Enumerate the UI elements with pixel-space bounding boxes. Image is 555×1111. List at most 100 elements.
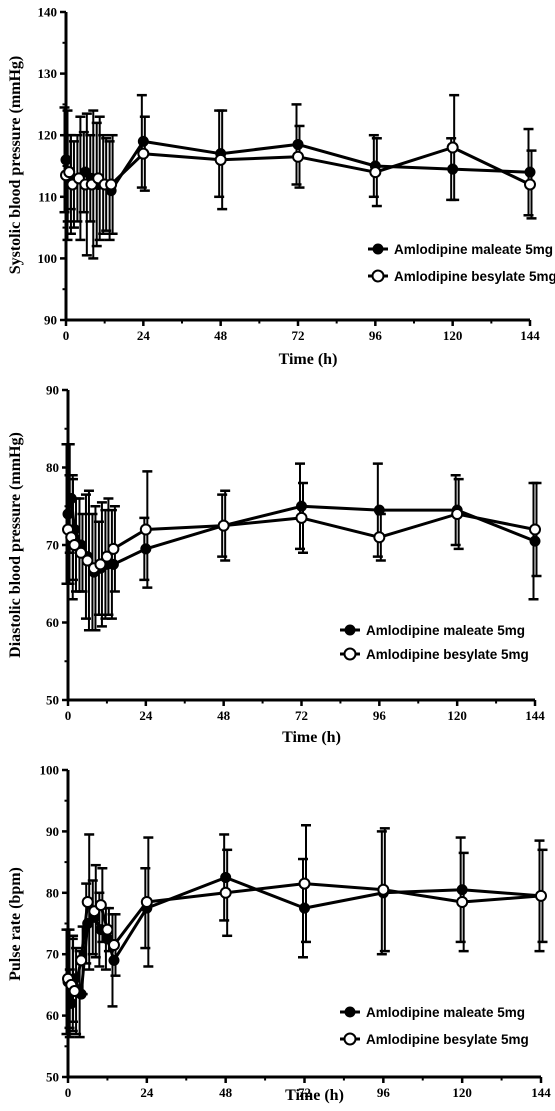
x-tick-label: 72 [298, 1085, 311, 1100]
x-tick-label: 0 [65, 1085, 72, 1100]
data-point-filled [62, 508, 74, 520]
data-point-open [373, 531, 386, 544]
x-tick-label: 72 [295, 708, 308, 723]
data-point-filled [137, 135, 149, 147]
series-besylate [62, 470, 542, 632]
data-point-filled [524, 166, 536, 178]
x-tick-label: 24 [137, 328, 151, 343]
data-point-open [219, 886, 232, 899]
data-point-open [292, 150, 304, 163]
data-point-open [100, 550, 113, 563]
y-axis-title: Systolic blood pressure (mmHg) [7, 56, 24, 275]
x-tick-label: 48 [217, 708, 231, 723]
data-point-open [524, 178, 536, 191]
y-tick-label: 140 [38, 5, 58, 20]
legend-marker-open [371, 269, 385, 283]
y-tick-label: 110 [38, 189, 57, 204]
series-maleate [59, 93, 536, 248]
data-point-open [369, 166, 382, 179]
data-point-open [68, 539, 81, 551]
x-tick-label: 96 [369, 328, 383, 343]
data-point-filled [60, 154, 72, 166]
data-point-open [529, 523, 541, 536]
y-tick-label: 90 [46, 824, 59, 839]
x-tick-label: 72 [292, 328, 305, 343]
data-point-open [446, 141, 459, 154]
series-besylate [60, 93, 537, 260]
data-point-open [139, 523, 152, 536]
chart-panel-1: 90 100 110 120 130 140 0 24 48 72 96 120 144 Time (h)… [7, 5, 555, 369]
data-point-open [94, 899, 107, 912]
x-axis-title: Time (h) [282, 729, 341, 746]
data-point-open [217, 519, 230, 532]
x-tick-label: 0 [63, 328, 70, 343]
data-point-filled [65, 997, 77, 1009]
legend-label: Amlodipine maleate 5mg [366, 623, 525, 638]
x-tick-label: 24 [140, 1085, 154, 1100]
data-point-open [63, 166, 76, 179]
y-tick-label: 70 [46, 947, 59, 962]
series-line [66, 882, 542, 993]
data-point-open [101, 923, 114, 936]
y-tick-label: 50 [46, 693, 59, 708]
data-point-filled [292, 138, 304, 150]
x-tick-label: 144 [531, 1085, 551, 1100]
x-tick-label: 0 [65, 708, 72, 723]
series-line [66, 876, 542, 1005]
y-tick-label: 60 [46, 615, 59, 630]
chart-panel-3: 50 60 70 80 90 100 0 24 48 72 96 120 144 Time (h) Puls… [7, 763, 551, 1105]
chart-panel-2: 50 60 70 80 90 0 24 48 72 96 120 144 Time (h) Diastol… [7, 383, 545, 747]
x-tick-label: 144 [525, 708, 545, 723]
data-point-open [214, 153, 227, 166]
x-axis-title: Time (h) [285, 1087, 344, 1104]
y-tick-label: 70 [46, 538, 59, 553]
data-point-filled [299, 902, 310, 914]
legend-marker-open [343, 1032, 357, 1046]
data-point-open [451, 508, 464, 520]
x-tick-label: 48 [214, 328, 228, 343]
data-point-open [107, 542, 120, 555]
data-point-open [456, 896, 469, 909]
data-point-open [298, 877, 311, 890]
legend-marker-filled [372, 243, 384, 255]
data-point-open [74, 546, 87, 559]
x-tick-label: 120 [443, 328, 463, 343]
x-axis-title: Time (h) [279, 351, 338, 368]
x-tick-label: 48 [219, 1085, 233, 1100]
data-point-open [107, 938, 120, 951]
x-tick-label: 24 [139, 708, 153, 723]
data-point-open [81, 896, 94, 909]
data-point-open [105, 178, 118, 191]
legend: Amlodipine maleate 5mg Amlodipine besylat… [368, 242, 555, 284]
data-point-filled [447, 163, 459, 175]
y-tick-label: 130 [38, 66, 58, 81]
y-tick-label: 80 [46, 460, 59, 475]
y-tick-label: 120 [38, 128, 58, 143]
data-point-filled [108, 954, 120, 966]
y-tick-label: 100 [40, 763, 60, 778]
x-tick-label: 120 [447, 708, 467, 723]
data-point-open [140, 896, 153, 909]
y-tick-label: 100 [38, 251, 58, 266]
data-point-open [377, 883, 390, 896]
legend: Amlodipine maleate 5mg Amlodipine besylat… [340, 1005, 529, 1047]
data-point-open [81, 554, 94, 567]
legend-label: Amlodipine maleate 5mg [394, 242, 553, 257]
x-tick-label: 120 [452, 1085, 472, 1100]
legend-label: Amlodipine besylate 5mg [394, 269, 555, 284]
data-point-filled [529, 535, 541, 547]
data-point-filled [296, 500, 307, 512]
data-point-open [75, 954, 88, 967]
data-point-open [295, 511, 308, 524]
x-tick-label: 144 [520, 328, 540, 343]
x-tick-label: 96 [377, 1085, 391, 1100]
legend: Amlodipine maleate 5mg Amlodipine besylat… [340, 623, 529, 662]
data-point-filled [456, 884, 468, 896]
y-axis-title: Diastolic blood pressure (mmHg) [7, 432, 24, 658]
data-point-open [68, 985, 81, 998]
y-tick-label: 60 [46, 1008, 59, 1023]
legend-label: Amlodipine besylate 5mg [366, 647, 529, 662]
y-axis-title: Pulse rate (bpm) [7, 867, 24, 981]
data-point-open [535, 889, 547, 902]
